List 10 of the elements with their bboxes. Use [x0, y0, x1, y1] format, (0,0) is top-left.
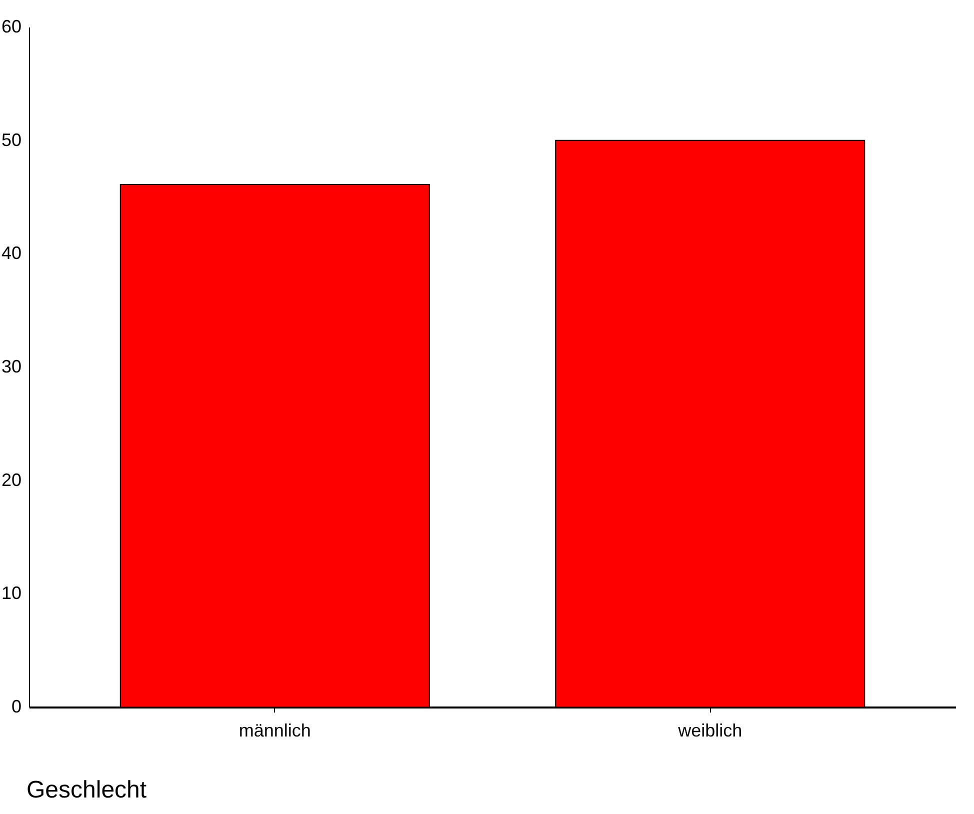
y-tick-label: 10 — [1, 583, 22, 604]
y-tick-label: 0 — [11, 696, 22, 716]
y-tick-label: 20 — [1, 470, 22, 490]
y-tick-label: 30 — [1, 356, 22, 376]
y-tick-label: 60 — [1, 16, 22, 36]
x-tick-label: weiblich — [677, 720, 742, 740]
y-tick-label: 50 — [1, 130, 22, 150]
x-tick-label: männlich — [238, 720, 311, 740]
y-tick-label: 40 — [1, 243, 22, 264]
x-axis-title: Geschlecht — [26, 776, 147, 804]
